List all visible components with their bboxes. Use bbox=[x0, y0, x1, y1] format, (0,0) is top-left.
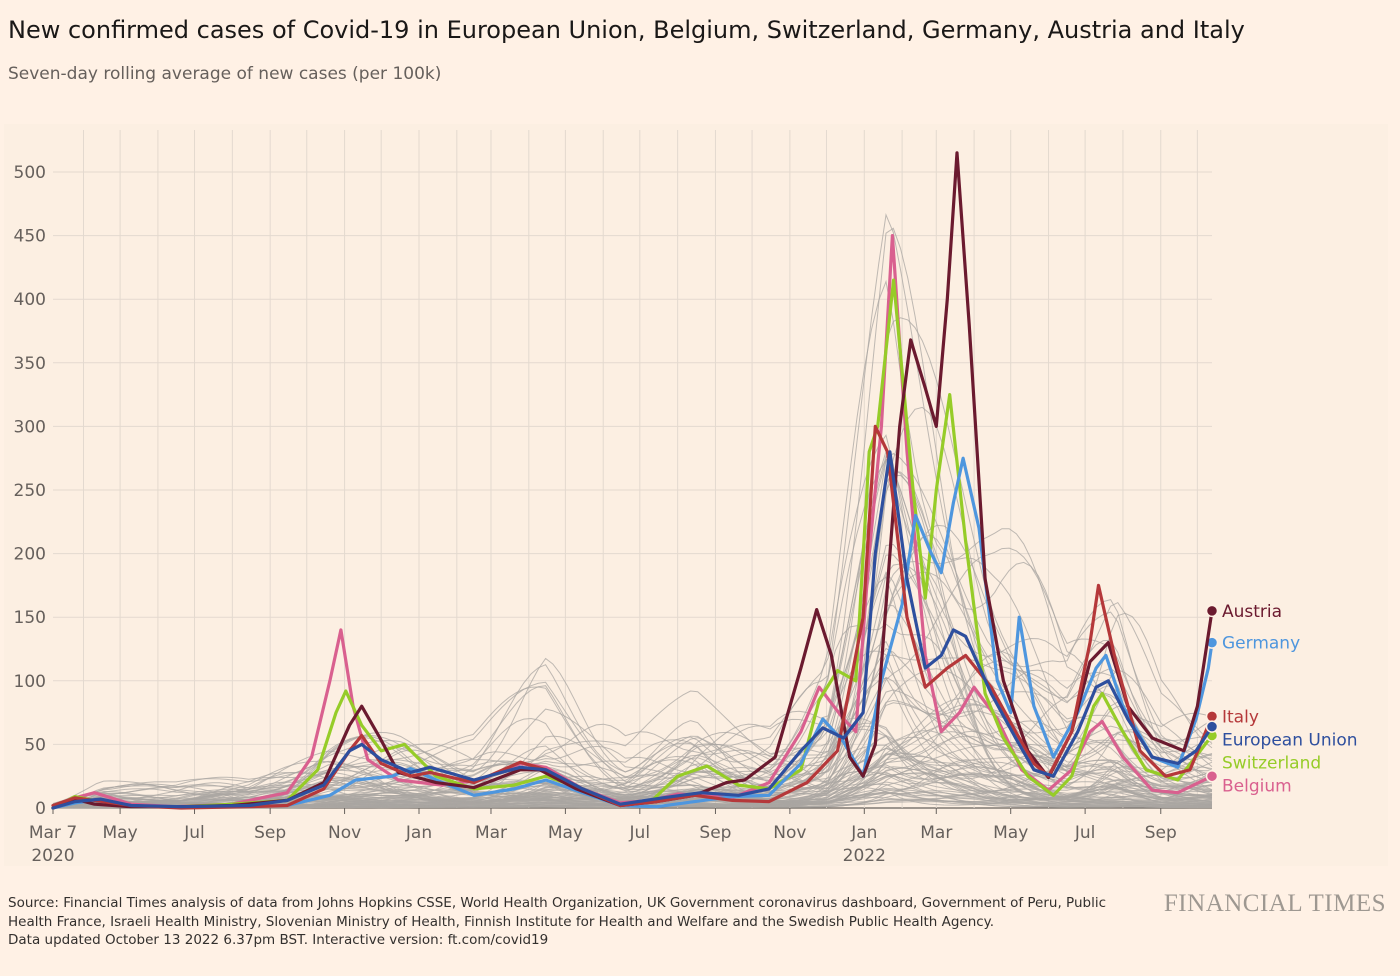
y-tick-label: 200 bbox=[14, 545, 46, 565]
chart-subtitle: Seven-day rolling average of new cases (… bbox=[8, 64, 442, 84]
chart-title: New confirmed cases of Covid-19 in Europ… bbox=[8, 16, 1245, 44]
y-tick-label: 450 bbox=[14, 227, 46, 247]
x-tick-label: Sep bbox=[254, 823, 286, 843]
y-tick-label: 300 bbox=[14, 417, 46, 437]
series-end-dot-belgium bbox=[1205, 769, 1219, 783]
series-label-italy: Italy bbox=[1222, 707, 1259, 727]
updated-text: Data updated October 13 2022 6.37pm BST.… bbox=[8, 932, 549, 948]
y-tick-label: 100 bbox=[14, 672, 46, 692]
y-tick-label: 500 bbox=[14, 163, 46, 183]
background-country-line bbox=[52, 717, 1213, 807]
x-tick-label: Jan bbox=[405, 823, 432, 843]
x-tick-label: May bbox=[993, 823, 1028, 843]
x-tick-label: Jan bbox=[850, 823, 877, 843]
series-label-austria: Austria bbox=[1222, 602, 1282, 622]
x-tick-label: May bbox=[548, 823, 583, 843]
y-tick-label: 150 bbox=[14, 608, 46, 628]
y-tick-label: 400 bbox=[14, 290, 46, 310]
x-tick-label: Sep bbox=[1145, 823, 1177, 843]
x-tick-label: Mar bbox=[475, 823, 507, 843]
x-tick-label: Jul bbox=[1074, 823, 1096, 843]
series-end-dot-austria bbox=[1205, 604, 1219, 618]
x-tick-label: Jul bbox=[183, 823, 205, 843]
source-note: Source: Financial Times analysis of data… bbox=[8, 894, 1148, 950]
series-label-belgium: Belgium bbox=[1222, 776, 1292, 796]
x-tick-label: Nov bbox=[773, 823, 806, 843]
highlighted-series bbox=[51, 151, 1219, 810]
series-line-germany bbox=[51, 456, 1214, 810]
x-tick-label: Mar bbox=[920, 823, 952, 843]
x-tick-label: Mar 7 bbox=[29, 823, 77, 843]
y-tick-label: 250 bbox=[14, 481, 46, 501]
series-line-european-union bbox=[51, 450, 1214, 810]
background-country-line bbox=[52, 623, 1213, 807]
x-tick-label: May bbox=[103, 823, 138, 843]
x-tick-label: Sep bbox=[699, 823, 731, 843]
background-country-line bbox=[52, 470, 1213, 808]
y-tick-label: 0 bbox=[35, 799, 46, 819]
ft-logo: FINANCIAL TIMES bbox=[1163, 890, 1386, 917]
series-line-italy bbox=[51, 424, 1214, 810]
background-country-line bbox=[52, 756, 1213, 808]
x-tick-year: 2022 bbox=[843, 846, 886, 866]
series-label-european-union: European Union bbox=[1222, 730, 1358, 750]
y-tick-label: 50 bbox=[24, 735, 46, 755]
series-label-switzerland: Switzerland bbox=[1222, 753, 1321, 773]
y-tick-label: 350 bbox=[14, 354, 46, 374]
x-tick-label: Nov bbox=[328, 823, 361, 843]
series-end-dot-european-union bbox=[1205, 720, 1219, 733]
series-end-labels: Austria Germany Italy European Union Switzer… bbox=[1222, 602, 1358, 797]
series-label-germany: Germany bbox=[1222, 634, 1300, 654]
background-country-line bbox=[52, 571, 1213, 807]
background-country-line bbox=[52, 449, 1213, 805]
series-end-dot-italy bbox=[1205, 710, 1219, 723]
source-text: Source: Financial Times analysis of data… bbox=[8, 895, 1107, 930]
background-country-line bbox=[52, 722, 1213, 808]
x-tick-label: Jul bbox=[629, 823, 651, 843]
x-tick-year: 2020 bbox=[31, 846, 74, 866]
axis-labels: 0 50 100 150 200 250 300 350 400 450 500 Mar 7 2020 M… bbox=[14, 163, 1177, 866]
